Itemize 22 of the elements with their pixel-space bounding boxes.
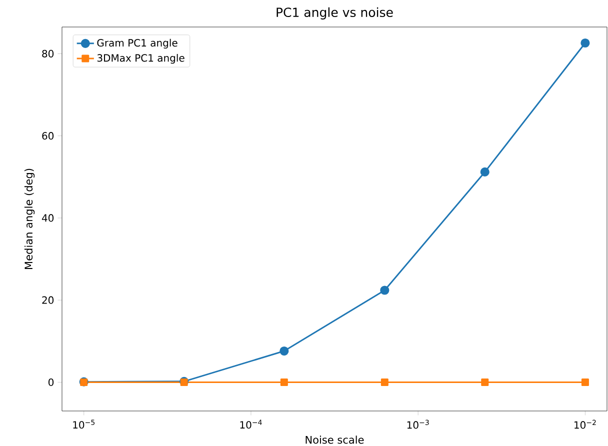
point [580,38,590,48]
point [280,346,289,356]
point [581,378,589,386]
legend-label: 3DMax PC1 angle [97,54,184,64]
y-axis-title: Median angle (deg) [24,168,35,269]
point [280,378,288,386]
y-tick-label: 0 [48,378,54,386]
y-tick-label: 40 [42,214,54,222]
x-tick-label: 10$^{−2}$ [574,420,596,429]
y-tick-label: 80 [42,50,54,58]
x-tick-label: 10$^{−3}$ [407,420,429,429]
point [480,167,490,177]
chart-title: PC1 angle vs noise [276,7,393,20]
x-axis-title: Noise scale [306,436,364,444]
point [380,286,390,295]
y-tick-label: 60 [42,132,54,140]
point [380,378,388,386]
legend-label: Gram PC1 angle [97,38,178,49]
y-tick-label: 20 [42,296,54,304]
x-tick-label: 10$^{−4}$ [240,420,262,429]
x-tick-label: 10$^{−5}$ [73,420,95,429]
point [481,378,489,386]
